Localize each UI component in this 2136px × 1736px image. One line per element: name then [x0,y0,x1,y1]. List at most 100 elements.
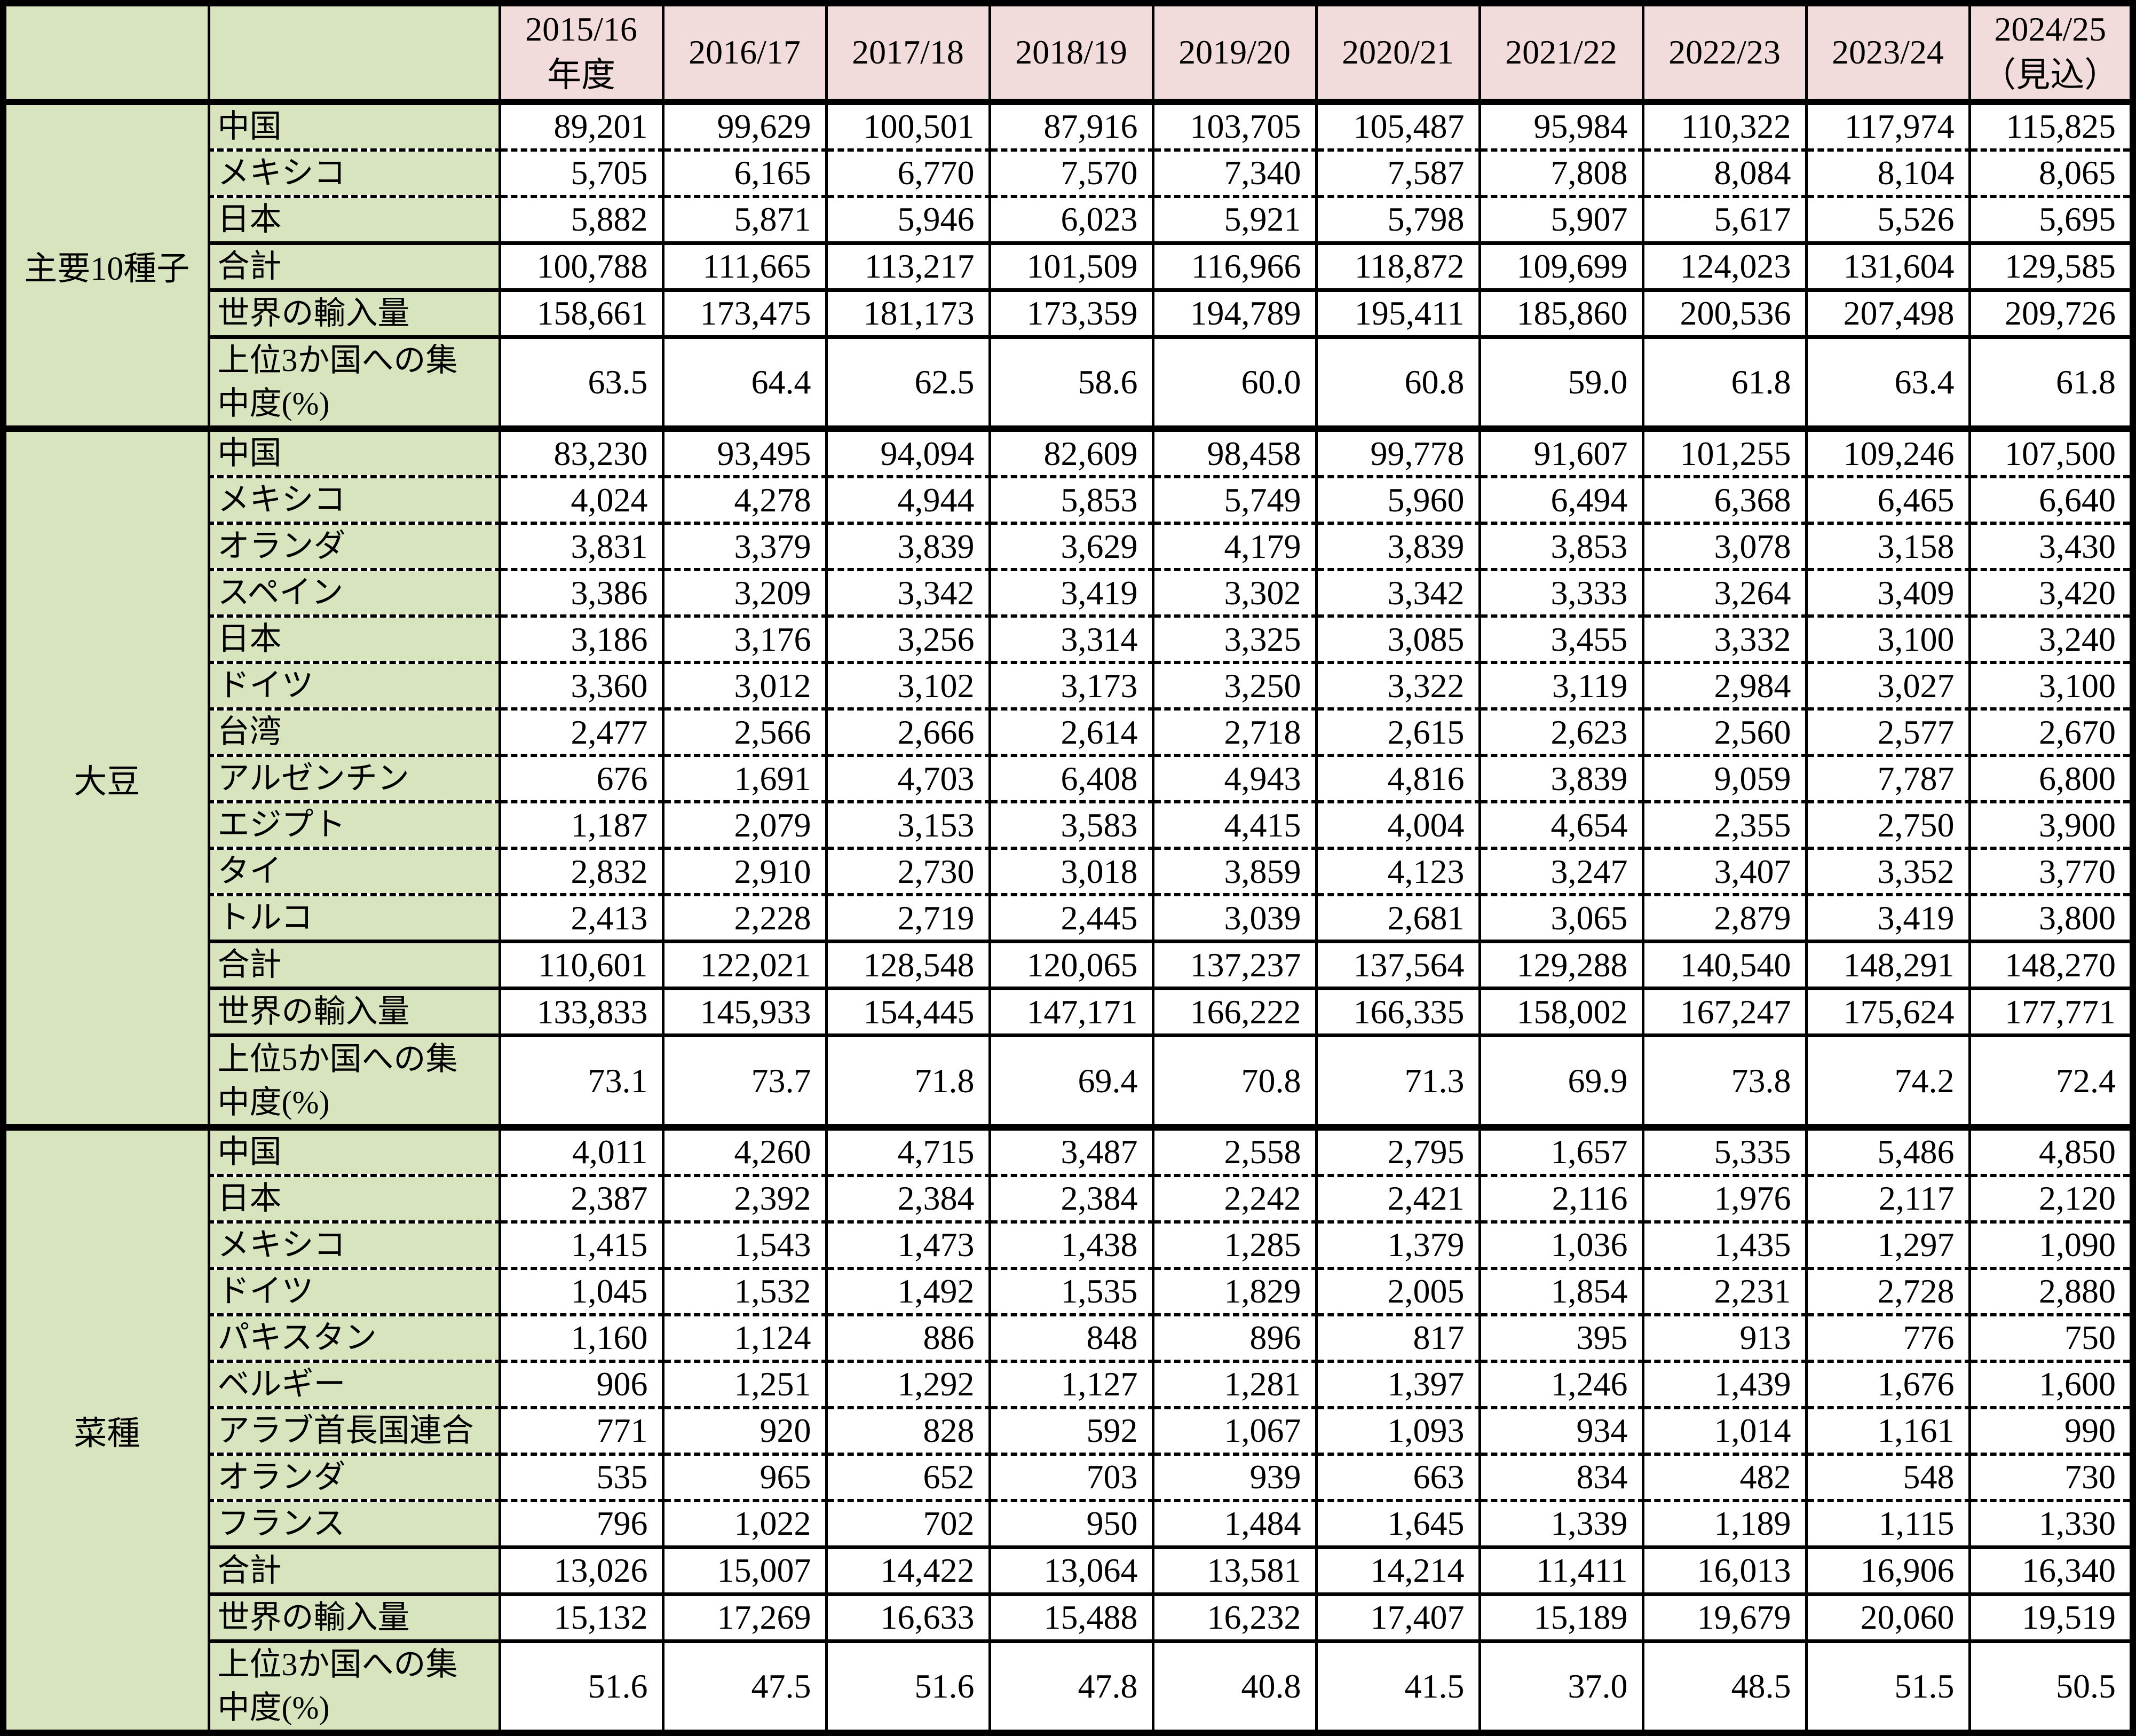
value-cell: 817 [1315,1313,1481,1363]
value-cell: 17,407 [1315,1592,1481,1643]
value-cell: 5,749 [1151,475,1318,525]
value-cell: 395 [1478,1313,1644,1363]
value-cell: 896 [1151,1313,1318,1363]
value-cell: 1,036 [1478,1220,1644,1270]
value-cell: 2,614 [988,707,1154,757]
value-cell: 1,045 [498,1266,664,1316]
row-label: 中国 [207,425,501,478]
value-cell: 5,921 [1151,194,1318,244]
table-header: 2015/16 年度 2016/17 2017/18 2018/19 2019/… [2,2,2134,105]
value-cell: 663 [1315,1452,1481,1502]
table-row: 上位3か国への集 中度(%) 63.5 64.4 62.5 58.6 60.0 60.8 59… [3,335,2134,430]
value-cell: 703 [988,1452,1154,1502]
value-cell: 2,445 [988,893,1154,943]
value-cell: 4,011 [498,1124,664,1177]
row-label: オランダ [207,522,501,571]
value-cell: 3,100 [1805,614,1971,664]
group-label: 菜種 [2,1124,210,1734]
value-cell: 3,314 [988,614,1154,664]
value-cell: 750 [1968,1313,2134,1363]
value-cell: 15,189 [1478,1592,1644,1643]
table-row: 大豆 中国 83,230 93,495 94,094 82,609 98,458 99,778… [2,425,2134,1129]
value-cell: 5,871 [661,194,828,244]
value-cell: 4,415 [1151,800,1318,850]
table-row: 日本 5,882 5,871 5,946 6,023 5,921 5,798 5,907 5,6… [3,194,2134,244]
value-cell: 99,778 [1315,425,1481,478]
value-cell: 59.0 [1478,335,1644,430]
value-cell: 1,397 [1315,1359,1481,1409]
value-cell: 128,548 [825,940,991,990]
table-row: 日本 2,387 2,392 2,384 2,384 2,242 2,421 2,116 1,9… [3,1173,2134,1224]
value-cell: 7,570 [988,148,1154,198]
value-cell: 4,944 [825,475,991,525]
table-row: アルゼンチン 676 1,691 4,703 6,408 4,943 4,816 3,839 9… [3,754,2134,803]
value-cell: 118,872 [1315,241,1481,291]
value-cell: 3,240 [1968,614,2134,664]
row-label: 合計 [207,241,501,291]
row-label: タイ [207,847,501,896]
value-cell: 3,153 [825,800,991,850]
value-cell: 6,640 [1968,475,2134,525]
table-row: 世界の輸入量 15,132 17,269 16,633 15,488 16,232 17,4… [3,1592,2134,1643]
value-cell: 74.2 [1805,1033,1971,1129]
value-cell: 1,532 [661,1266,828,1316]
value-cell: 73.7 [661,1033,828,1129]
value-cell: 6,368 [1641,475,1808,525]
value-cell: 51.5 [1805,1639,1971,1734]
value-cell: 3,430 [1968,522,2134,571]
value-cell: 51.6 [825,1639,991,1734]
value-cell: 37.0 [1478,1639,1644,1734]
value-cell: 105,487 [1315,98,1481,152]
value-cell: 1,439 [1641,1359,1808,1409]
value-cell: 2,623 [1478,707,1644,757]
corner-cell-group [2,2,210,105]
value-cell: 103,705 [1151,98,1318,152]
value-cell: 2,558 [1151,1124,1318,1177]
table-row: フランス 796 1,022 702 950 1,484 1,645 1,339 1,189 1,… [3,1498,2134,1549]
value-cell: 5,946 [825,194,991,244]
value-cell: 776 [1805,1313,1971,1363]
value-cell: 934 [1478,1406,1644,1456]
value-cell: 1,435 [1641,1220,1808,1270]
value-cell: 69.4 [988,1033,1154,1129]
value-cell: 3,085 [1315,614,1481,664]
value-cell: 16,232 [1151,1592,1318,1643]
table-row: 主要10種子 中国 89,201 99,629 100,501 87,916 103,705… [2,98,2134,430]
value-cell: 101,509 [988,241,1154,291]
value-cell: 2,413 [498,893,664,943]
value-cell: 2,355 [1641,800,1808,850]
value-cell: 124,023 [1641,241,1808,291]
value-cell: 3,342 [1315,568,1481,618]
value-cell: 116,966 [1151,241,1318,291]
value-cell: 3,250 [1151,661,1318,711]
value-cell: 177,771 [1968,987,2134,1037]
value-cell: 13,064 [988,1545,1154,1596]
value-cell: 3,018 [988,847,1154,896]
value-cell: 98,458 [1151,425,1318,478]
value-cell: 83,230 [498,425,664,478]
table-row: 合計 110,601 122,021 128,548 120,065 137,237 137… [3,940,2134,990]
value-cell: 6,023 [988,194,1154,244]
value-cell: 2,666 [825,707,991,757]
value-cell: 3,487 [988,1124,1154,1177]
value-cell: 913 [1641,1313,1808,1363]
value-cell: 20,060 [1805,1592,1971,1643]
table-row: オランダ 535 965 652 703 939 663 834 482 548 730 [3,1452,2134,1502]
header-row: 2015/16 年度 2016/17 2017/18 2018/19 2019/… [2,2,2134,105]
row-label: メキシコ [207,1220,501,1270]
value-cell: 2,984 [1641,661,1808,711]
value-cell: 7,587 [1315,148,1481,198]
value-cell: 3,900 [1968,800,2134,850]
value-cell: 2,231 [1641,1266,1808,1316]
value-cell: 101,255 [1641,425,1808,478]
value-cell: 3,333 [1478,568,1644,618]
value-cell: 2,730 [825,847,991,896]
value-cell: 133,833 [498,987,664,1037]
value-cell: 2,577 [1805,707,1971,757]
value-cell: 3,770 [1968,847,2134,896]
value-cell: 6,800 [1968,754,2134,803]
value-cell: 2,880 [1968,1266,2134,1316]
value-cell: 147,171 [988,987,1154,1037]
value-cell: 99,629 [661,98,828,152]
value-cell: 3,419 [1805,893,1971,943]
